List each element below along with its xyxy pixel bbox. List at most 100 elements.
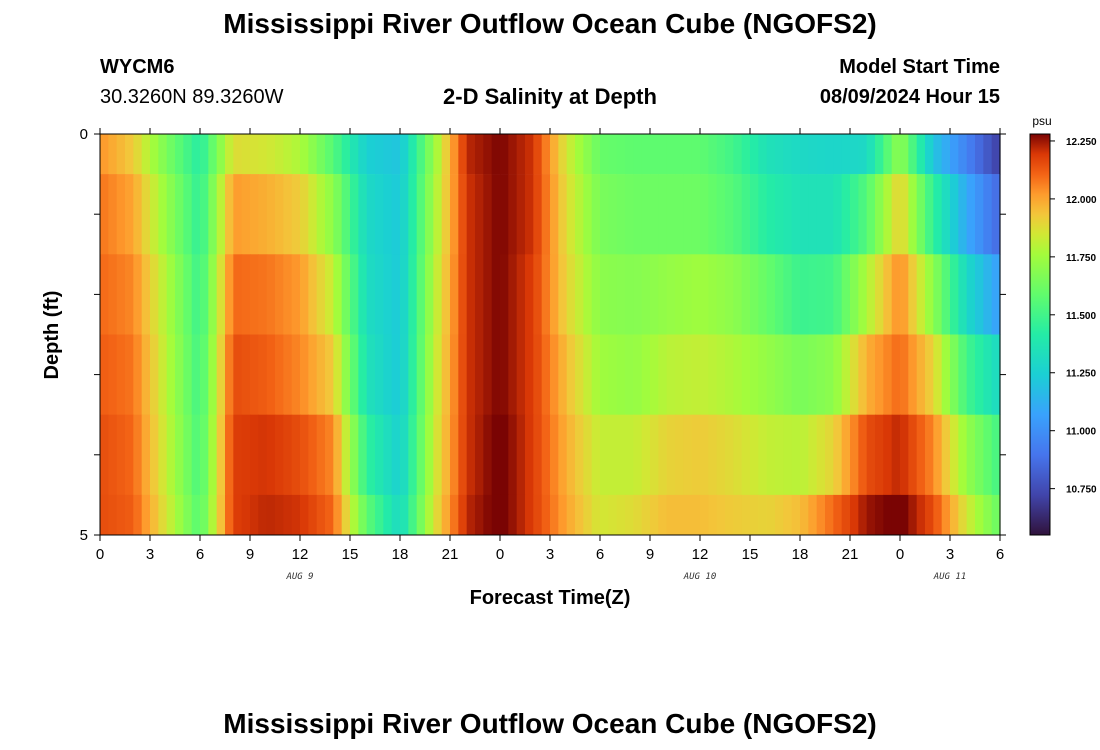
heatmap-cell [566,494,576,536]
heatmap-cell [591,414,601,496]
heatmap-cell [358,174,368,255]
heatmap-cell [425,494,434,536]
model-start-value: 08/09/2024 Hour 15 [819,86,1000,108]
heatmap-cell [925,494,934,536]
heatmap-cell [258,494,268,536]
heatmap-cell [158,134,168,175]
heatmap-cell [208,414,218,496]
heatmap-cell [341,494,351,536]
heatmap-cell [366,334,376,415]
heatmap-cell [300,334,309,415]
heatmap-cell [116,494,126,536]
heatmap-cell [700,174,709,255]
heatmap-cell [716,334,726,415]
heatmap-cell [791,494,801,536]
heatmap-cell [558,174,568,255]
heatmap-cell [775,494,784,536]
heatmap-cell [975,134,984,175]
heatmap-cell [966,414,976,496]
heatmap-cell [241,494,251,536]
heatmap-cell [750,174,759,255]
heatmap-cell [441,254,451,335]
heatmap-cell [475,494,484,536]
heatmap-cell [775,414,784,496]
date-labels: AUG 9 AUG 10 AUG 11 [285,572,966,582]
heatmap-cell [825,334,834,415]
heatmap-cell [150,494,159,536]
heatmap-cell [475,254,484,335]
heatmap-cell [550,414,559,496]
heatmap-cell [500,254,509,335]
x-tick-label: 18 [792,546,809,563]
heatmap-cell [558,334,568,415]
heatmap-cell [408,334,418,415]
heatmap-cell [283,254,293,335]
heatmap-cell [900,254,909,335]
heatmap-cell [525,414,534,496]
heatmap-cell [175,334,184,415]
heatmap-cell [566,134,576,175]
heatmap-cell [816,174,826,255]
heatmap-cell [800,174,809,255]
heatmap-cell [100,134,109,175]
heatmap-cell [516,134,526,175]
heatmap-cell [325,494,334,536]
heatmap-cell [316,334,326,415]
heatmap-cell [141,254,151,335]
heatmap-cell [341,134,351,175]
heatmap-cell [733,254,743,335]
heatmap-cell [758,414,768,496]
heatmap-cell [400,254,409,335]
heatmap-cell [400,174,409,255]
heatmap-cell [516,254,526,335]
heatmap-cell [341,254,351,335]
heatmap-cells [100,134,1001,536]
heatmap-cell [416,134,426,175]
heatmap-cell [633,134,643,175]
heatmap-cell [166,334,176,415]
heatmap-cell [650,414,659,496]
heatmap-cell [425,134,434,175]
heatmap-cell [916,494,926,536]
heatmap-cell [875,134,884,175]
heatmap-cell [983,254,993,335]
heatmap-cell [400,494,409,536]
heatmap-cell [691,174,701,255]
heatmap-cell [316,254,326,335]
heatmap-cell [883,414,893,496]
heatmap-cell [616,254,626,335]
heatmap-cell [750,254,759,335]
heatmap-cell [583,134,593,175]
heatmap-cell [733,494,743,536]
heatmap-cell [658,494,668,536]
heatmap-cell [525,494,534,536]
heatmap-cell [575,334,584,415]
x-tick-label: 12 [292,546,309,563]
heatmap-cell [150,414,159,496]
heatmap-cell [383,494,393,536]
heatmap-cell [808,414,818,496]
heatmap-cell [141,334,151,415]
heatmap-cell [400,414,409,496]
heatmap-cell [641,334,651,415]
heatmap-cell [200,134,209,175]
heatmap-cell [875,174,884,255]
heatmap-cell [200,254,209,335]
heatmap-cell [841,254,851,335]
heatmap-cell [233,414,243,496]
x-tick-label: 3 [546,546,554,563]
heatmap-cell [475,414,484,496]
heatmap-cell [675,134,684,175]
heatmap-cell [616,134,626,175]
heatmap-cell [666,414,676,496]
heatmap-cell [350,494,359,536]
heatmap-cell [550,334,559,415]
heatmap-cell [250,134,259,175]
colorbar-unit: psu [1032,114,1051,128]
heatmap-cell [625,254,634,335]
heatmap-cell [408,254,418,335]
heatmap-cell [483,414,493,496]
heatmap-cell [200,414,209,496]
heatmap-cell [141,414,151,496]
heatmap-cell [658,254,668,335]
